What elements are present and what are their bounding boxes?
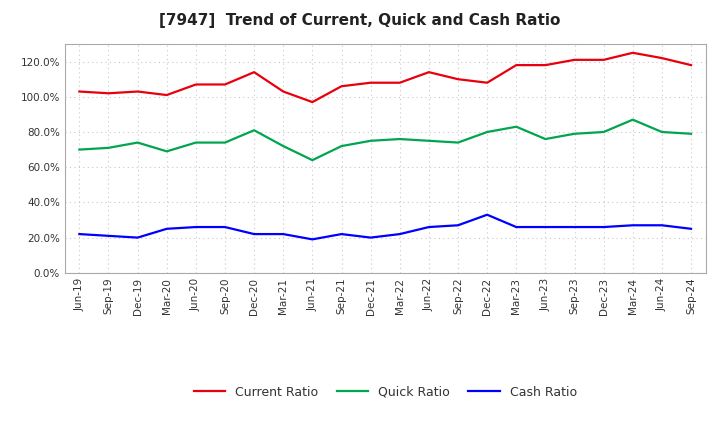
Cash Ratio [570, 224, 579, 230]
Current Ratio [75, 89, 84, 94]
Quick Ratio [75, 147, 84, 152]
Cash Ratio [687, 226, 696, 231]
Cash Ratio [599, 224, 608, 230]
Current Ratio [570, 57, 579, 62]
Quick Ratio [454, 140, 462, 145]
Cash Ratio [337, 231, 346, 237]
Cash Ratio [104, 233, 113, 238]
Current Ratio [104, 91, 113, 96]
Cash Ratio [395, 231, 404, 237]
Quick Ratio [629, 117, 637, 122]
Current Ratio [163, 92, 171, 98]
Quick Ratio [541, 136, 550, 142]
Current Ratio [220, 82, 229, 87]
Current Ratio [133, 89, 142, 94]
Current Ratio [425, 70, 433, 75]
Quick Ratio [104, 145, 113, 150]
Cash Ratio [541, 224, 550, 230]
Current Ratio [512, 62, 521, 68]
Cash Ratio [657, 223, 666, 228]
Current Ratio [337, 84, 346, 89]
Cash Ratio [512, 224, 521, 230]
Legend: Current Ratio, Quick Ratio, Cash Ratio: Current Ratio, Quick Ratio, Cash Ratio [189, 381, 582, 404]
Cash Ratio [308, 237, 317, 242]
Current Ratio [250, 70, 258, 75]
Quick Ratio [425, 138, 433, 143]
Cash Ratio [483, 212, 492, 217]
Current Ratio [366, 80, 375, 85]
Quick Ratio [308, 158, 317, 163]
Cash Ratio [279, 231, 287, 237]
Quick Ratio [250, 128, 258, 133]
Cash Ratio [629, 223, 637, 228]
Current Ratio [192, 82, 200, 87]
Current Ratio [279, 89, 287, 94]
Line: Current Ratio: Current Ratio [79, 53, 691, 102]
Current Ratio [395, 80, 404, 85]
Cash Ratio [220, 224, 229, 230]
Quick Ratio [133, 140, 142, 145]
Quick Ratio [163, 149, 171, 154]
Quick Ratio [192, 140, 200, 145]
Quick Ratio [599, 129, 608, 135]
Current Ratio [454, 77, 462, 82]
Quick Ratio [483, 129, 492, 135]
Cash Ratio [163, 226, 171, 231]
Current Ratio [687, 62, 696, 68]
Quick Ratio [570, 131, 579, 136]
Quick Ratio [657, 129, 666, 135]
Line: Cash Ratio: Cash Ratio [79, 215, 691, 239]
Cash Ratio [192, 224, 200, 230]
Cash Ratio [133, 235, 142, 240]
Quick Ratio [687, 131, 696, 136]
Cash Ratio [454, 223, 462, 228]
Quick Ratio [512, 124, 521, 129]
Quick Ratio [220, 140, 229, 145]
Cash Ratio [75, 231, 84, 237]
Cash Ratio [366, 235, 375, 240]
Current Ratio [599, 57, 608, 62]
Quick Ratio [279, 143, 287, 149]
Current Ratio [308, 99, 317, 105]
Current Ratio [483, 80, 492, 85]
Text: [7947]  Trend of Current, Quick and Cash Ratio: [7947] Trend of Current, Quick and Cash … [159, 13, 561, 28]
Cash Ratio [250, 231, 258, 237]
Quick Ratio [395, 136, 404, 142]
Current Ratio [541, 62, 550, 68]
Quick Ratio [366, 138, 375, 143]
Quick Ratio [337, 143, 346, 149]
Current Ratio [657, 55, 666, 61]
Current Ratio [629, 50, 637, 55]
Line: Quick Ratio: Quick Ratio [79, 120, 691, 160]
Cash Ratio [425, 224, 433, 230]
